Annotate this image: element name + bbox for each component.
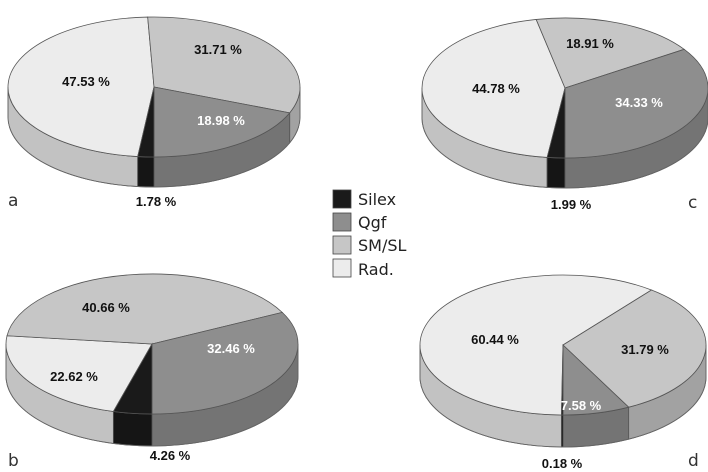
data-label-qgf: 18.98 % <box>197 113 245 128</box>
legend-label-smsl: SM/SL <box>358 236 407 255</box>
data-label-qgf: 7.58 % <box>561 398 602 413</box>
data-label-silex: 1.78 % <box>136 194 177 209</box>
pie-side-silex <box>113 412 152 446</box>
pie-side-silex <box>561 415 563 447</box>
pie-side-silex <box>547 157 565 188</box>
data-label-rad: 44.78 % <box>472 81 520 96</box>
pie-chart-b: 22.62 % 40.66 % 32.46 % 4.26 % <box>6 274 298 463</box>
data-label-silex: 4.26 % <box>150 448 191 463</box>
data-label-smsl: 40.66 % <box>82 300 130 315</box>
legend-label-qgf: Qgf <box>358 213 387 232</box>
legend-swatch-qgf <box>333 213 351 231</box>
panel-letter-a: a <box>8 191 18 211</box>
data-label-rad: 60.44 % <box>471 332 519 347</box>
data-label-smsl: 18.91 % <box>566 36 614 51</box>
legend-swatch-silex <box>333 190 351 208</box>
data-label-rad: 22.62 % <box>50 369 98 384</box>
data-label-smsl: 31.71 % <box>194 42 242 57</box>
legend-swatch-smsl <box>333 236 351 254</box>
pie-chart-d: 60.44 % 31.79 % 7.58 % 0.18 % <box>420 275 706 471</box>
panel-letter-d: d <box>688 451 699 471</box>
legend-swatch-rad <box>333 259 351 277</box>
pie-side-silex <box>138 157 154 187</box>
data-label-silex: 1.99 % <box>551 197 592 212</box>
legend-label-rad: Rad. <box>358 260 394 279</box>
pie-chart-a: 47.53 % 31.71 % 18.98 % 1.78 % <box>8 17 300 209</box>
data-label-silex: 0.18 % <box>542 456 583 471</box>
data-label-qgf: 32.46 % <box>207 341 255 356</box>
data-label-qgf: 34.33 % <box>615 95 663 110</box>
pie-chart-c: 44.78 % 18.91 % 34.33 % 1.99 % <box>422 18 708 212</box>
legend: Silex Qgf SM/SL Rad. <box>333 190 407 279</box>
panel-letter-b: b <box>8 451 19 471</box>
data-label-smsl: 31.79 % <box>621 342 669 357</box>
panel-letter-c: c <box>688 193 697 213</box>
data-label-rad: 47.53 % <box>62 74 110 89</box>
legend-label-silex: Silex <box>358 190 396 209</box>
